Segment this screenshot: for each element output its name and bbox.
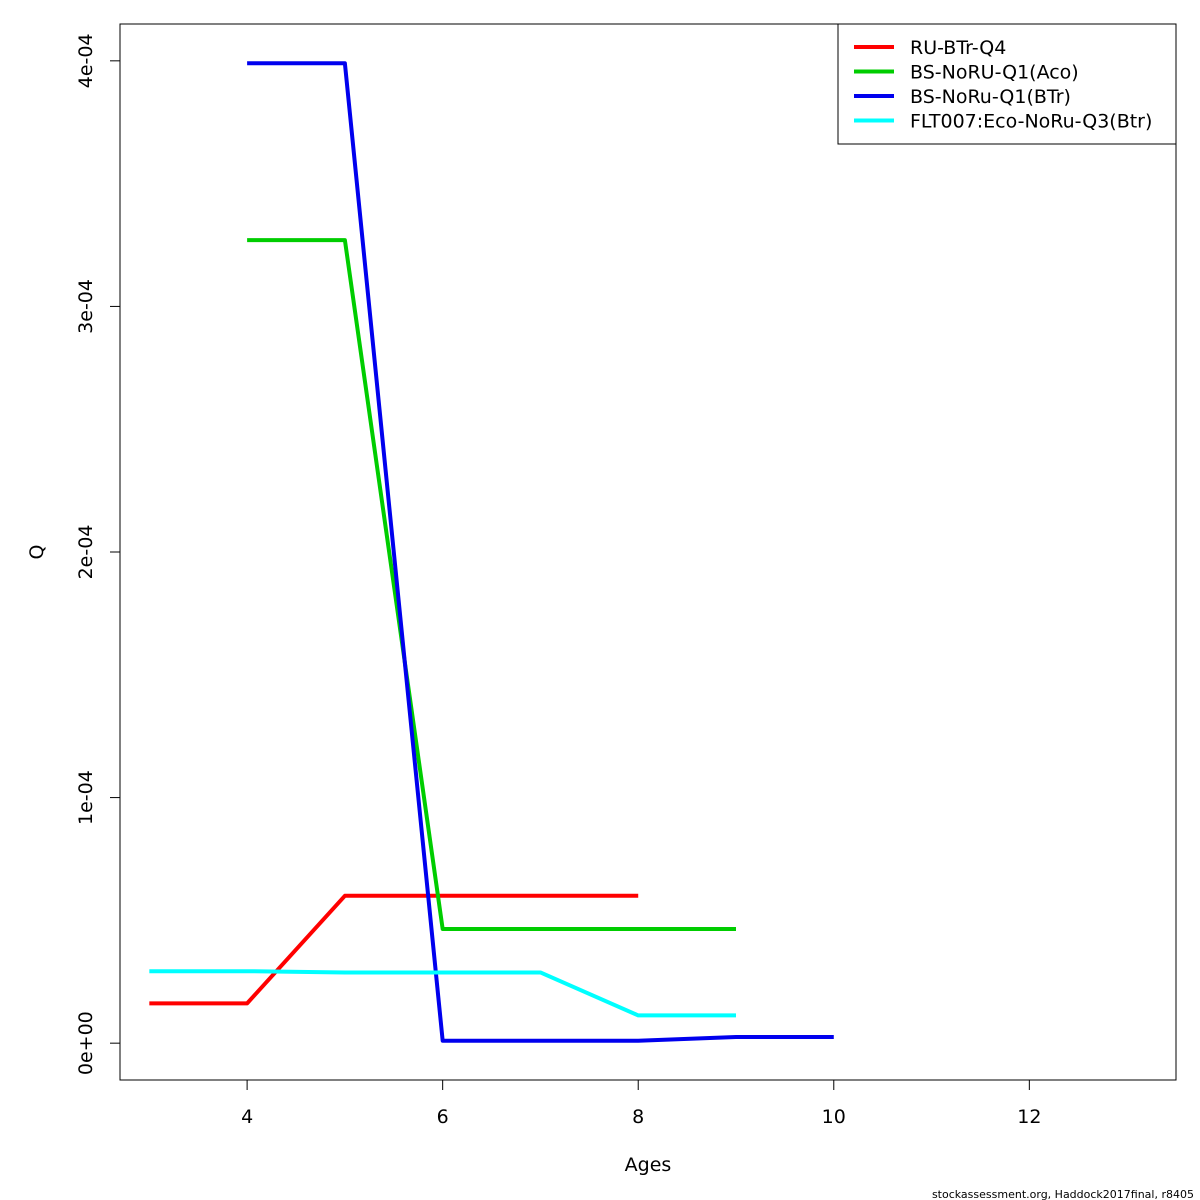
x-tick-label: 8 xyxy=(632,1106,644,1128)
legend-label: BS-NoRu-Q1(BTr) xyxy=(910,86,1071,108)
y-tick-label: 1e-04 xyxy=(75,770,97,825)
x-axis-title: Ages xyxy=(625,1154,672,1176)
x-tick-label: 12 xyxy=(1017,1106,1041,1128)
y-axis-title: Q xyxy=(26,545,48,560)
series-layer xyxy=(149,61,834,1043)
plot-frame xyxy=(119,23,1177,1081)
y-tick-label: 0e+00 xyxy=(75,1011,97,1075)
x-tick-label: 6 xyxy=(437,1106,449,1128)
x-tick-label: 4 xyxy=(241,1106,253,1128)
series-line-ru-btr-q4 xyxy=(149,893,639,1006)
series-line-flt007-eco-noru-q3-btr- xyxy=(149,969,736,1018)
series-line-bs-noru-q1-aco- xyxy=(247,238,736,931)
y-tick-label: 4e-04 xyxy=(75,33,97,88)
y-tick-label: 3e-04 xyxy=(75,279,97,334)
x-tick-label: 10 xyxy=(822,1106,846,1128)
legend-box xyxy=(837,23,1177,145)
legend-label: BS-NoRU-Q1(Aco) xyxy=(910,62,1079,84)
footer-credit: stockassessment.org, Haddock2017final, r… xyxy=(932,1188,1194,1200)
legend-label: RU-BTr-Q4 xyxy=(910,37,1006,59)
x-axis: 4 6 8 10 12 xyxy=(241,1079,1041,1128)
y-tick-label: 2e-04 xyxy=(75,525,97,580)
legend: RU-BTr-Q4 BS-NoRU-Q1(Aco)BS-NoRu-Q1(BTr) F… xyxy=(837,23,1177,145)
series-line-bs-noru-q1-btr- xyxy=(247,61,834,1043)
legend-label: FLT007:Eco-NoRu-Q3(Btr) xyxy=(910,111,1152,133)
y-axis: 0e+00 1e-04 2e-04 3e-04 4e-04 xyxy=(75,33,121,1075)
